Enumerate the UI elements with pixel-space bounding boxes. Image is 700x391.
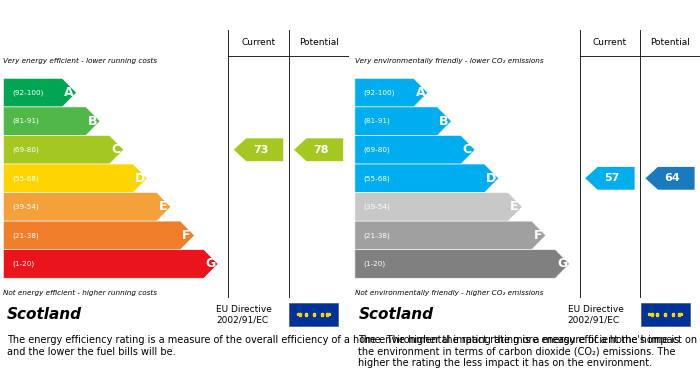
Text: Very environmentally friendly - lower CO₂ emissions: Very environmentally friendly - lower CO… — [355, 58, 543, 65]
Polygon shape — [355, 107, 452, 135]
Polygon shape — [355, 136, 475, 164]
Text: C: C — [111, 143, 120, 156]
Polygon shape — [4, 78, 76, 107]
Text: 64: 64 — [664, 173, 680, 183]
Text: E: E — [510, 200, 519, 213]
Text: Not energy efficient - higher running costs: Not energy efficient - higher running co… — [4, 290, 158, 296]
Polygon shape — [355, 250, 569, 278]
Text: (81-91): (81-91) — [12, 118, 39, 124]
Polygon shape — [355, 78, 428, 107]
Text: (1-20): (1-20) — [363, 261, 386, 267]
Text: B: B — [439, 115, 449, 128]
Text: Energy Efficiency Rating: Energy Efficiency Rating — [5, 9, 168, 22]
Text: C: C — [463, 143, 472, 156]
Polygon shape — [585, 167, 635, 190]
Text: The energy efficiency rating is a measure of the overall efficiency of a home. T: The energy efficiency rating is a measur… — [7, 335, 679, 357]
Text: (39-54): (39-54) — [363, 204, 391, 210]
Text: (21-38): (21-38) — [12, 232, 39, 239]
Text: (92-100): (92-100) — [363, 90, 395, 96]
Text: D: D — [135, 172, 145, 185]
Text: F: F — [182, 229, 190, 242]
Text: Very energy efficient - lower running costs: Very energy efficient - lower running co… — [4, 58, 158, 65]
Text: (81-91): (81-91) — [363, 118, 391, 124]
Text: EU Directive
2002/91/EC: EU Directive 2002/91/EC — [216, 305, 272, 324]
Text: Scotland: Scotland — [358, 307, 433, 322]
Text: (39-54): (39-54) — [12, 204, 39, 210]
Text: A: A — [64, 86, 74, 99]
Text: (92-100): (92-100) — [12, 90, 43, 96]
Text: (55-68): (55-68) — [12, 175, 39, 181]
Text: Current: Current — [593, 38, 627, 47]
Polygon shape — [4, 221, 195, 250]
Polygon shape — [355, 221, 546, 250]
Bar — [289, 303, 338, 326]
Polygon shape — [355, 193, 522, 221]
Text: 57: 57 — [605, 173, 620, 183]
Text: The environmental impact rating is a measure of a home's impact on the environme: The environmental impact rating is a mea… — [358, 335, 697, 368]
Text: (69-80): (69-80) — [363, 147, 391, 153]
Polygon shape — [4, 193, 171, 221]
Text: Scotland: Scotland — [7, 307, 82, 322]
Text: Potential: Potential — [650, 38, 690, 47]
Text: Not environmentally friendly - higher CO₂ emissions: Not environmentally friendly - higher CO… — [355, 290, 543, 296]
Text: F: F — [533, 229, 542, 242]
Bar — [640, 303, 690, 326]
Text: 73: 73 — [253, 145, 269, 155]
Text: 78: 78 — [314, 145, 329, 155]
Text: A: A — [416, 86, 425, 99]
Text: Potential: Potential — [299, 38, 339, 47]
Text: Current: Current — [241, 38, 276, 47]
Text: (21-38): (21-38) — [363, 232, 391, 239]
Text: G: G — [206, 257, 216, 271]
Polygon shape — [4, 164, 147, 193]
Text: (69-80): (69-80) — [12, 147, 39, 153]
Polygon shape — [4, 136, 124, 164]
Text: (55-68): (55-68) — [363, 175, 391, 181]
Polygon shape — [355, 164, 498, 193]
Polygon shape — [4, 107, 100, 135]
Text: EU Directive
2002/91/EC: EU Directive 2002/91/EC — [568, 305, 624, 324]
Text: Environmental Impact (CO₂) Rating: Environmental Impact (CO₂) Rating — [356, 9, 589, 22]
Polygon shape — [4, 250, 218, 278]
Polygon shape — [234, 138, 284, 161]
Text: G: G — [557, 257, 567, 271]
Polygon shape — [645, 167, 694, 190]
Text: B: B — [88, 115, 97, 128]
Text: E: E — [158, 200, 167, 213]
Text: D: D — [486, 172, 496, 185]
Text: (1-20): (1-20) — [12, 261, 34, 267]
Polygon shape — [294, 138, 343, 161]
